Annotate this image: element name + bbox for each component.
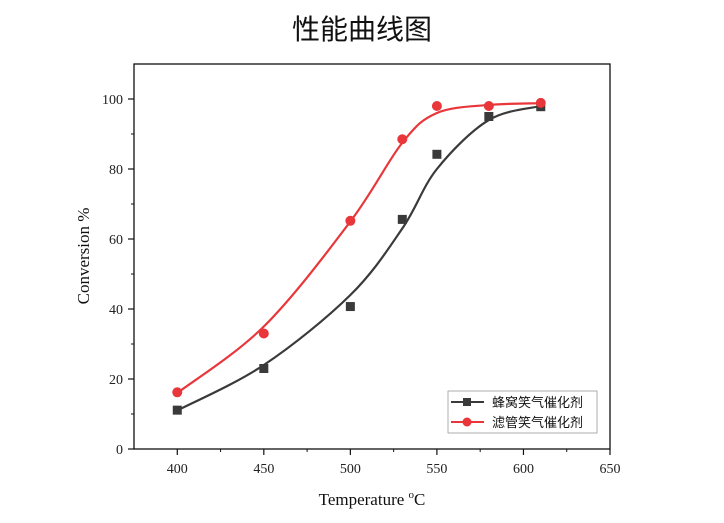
y-tick-label: 100 [102,93,123,108]
x-tick-label: 400 [167,462,188,477]
legend-label-2: 滤管笑气催化剂 [492,415,583,431]
data-point-square [484,112,494,121]
y-tick-label: 40 [109,303,123,318]
data-point-circle [397,134,408,145]
y-axis-label: Conversion % [74,208,93,305]
x-tick-label: 550 [426,462,447,477]
legend-marker-square [463,398,471,406]
data-point-circle [345,215,356,226]
plot-frame [133,63,611,450]
y-tick-label: 60 [109,233,123,248]
legend: 蜂窝笑气催化剂 滤管笑气催化剂 [447,390,598,434]
series-line-2 [176,102,541,394]
x-tick-label: 500 [340,462,361,477]
y-tick-label: 20 [109,373,123,388]
x-tick-label: 650 [600,462,621,477]
x-axis-label: Temperature oC [319,489,426,509]
data-point-circle [431,101,442,111]
x-tick-label: 600 [513,462,534,477]
chart-title: 性能曲线图 [291,13,432,46]
data-point-square [397,214,407,224]
y-tick-label: 80 [109,163,123,178]
data-point-square [432,149,442,159]
y-tick-label: 0 [116,443,123,458]
series-line-1 [176,104,542,412]
data-point-circle [483,101,494,111]
data-point-square [172,405,182,415]
x-tick-label: 450 [253,462,274,477]
data-point-circle [258,328,269,339]
legend-box [447,390,598,434]
data-point-circle [172,387,183,398]
data-point-square [345,302,355,312]
data-point-circle [535,97,546,108]
legend-marker-circle [462,417,472,427]
legend-label-1: 蜂窝笑气催化剂 [492,395,583,411]
data-point-square [259,364,269,373]
